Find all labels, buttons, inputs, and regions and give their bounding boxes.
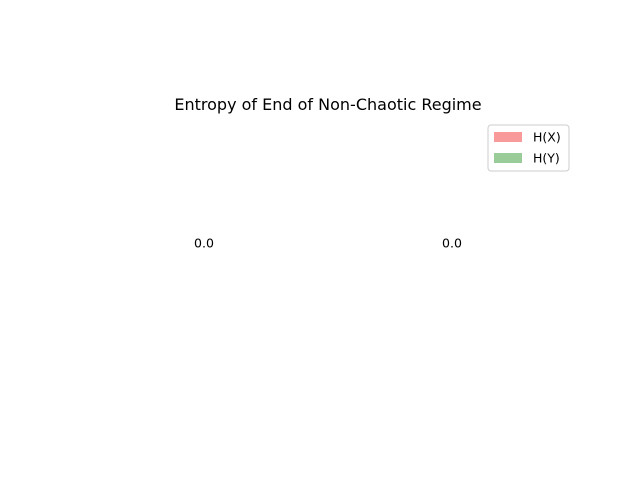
chart-title: Entropy of End of Non-Chaotic Regime: [174, 95, 481, 114]
legend: H(X) H(Y): [487, 124, 570, 172]
bar-labels-layer: 0.0 0.0: [194, 236, 462, 251]
legend-swatch-hx: [494, 132, 522, 142]
bar-value-label-1: 0.0: [442, 236, 462, 251]
bar-value-label-0: 0.0: [194, 236, 214, 251]
legend-label-hx: H(X): [533, 130, 561, 145]
legend-swatch-hy: [494, 153, 522, 163]
legend-label-hy: H(Y): [533, 151, 560, 166]
